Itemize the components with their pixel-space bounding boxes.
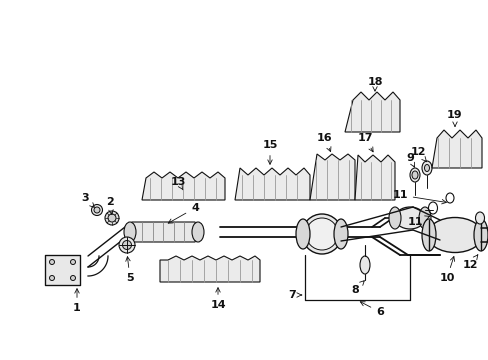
Ellipse shape (192, 222, 203, 242)
Ellipse shape (418, 207, 430, 229)
Text: 12: 12 (409, 147, 426, 162)
Polygon shape (309, 154, 354, 200)
Text: 2: 2 (106, 197, 114, 214)
Ellipse shape (105, 211, 119, 225)
Ellipse shape (305, 218, 337, 250)
Ellipse shape (70, 275, 75, 280)
Text: 1: 1 (73, 289, 81, 313)
Ellipse shape (70, 260, 75, 265)
Ellipse shape (333, 219, 347, 249)
Ellipse shape (359, 256, 369, 274)
Polygon shape (128, 222, 200, 242)
Polygon shape (45, 255, 80, 285)
Text: 9: 9 (405, 153, 414, 167)
Polygon shape (142, 172, 224, 200)
Polygon shape (354, 155, 394, 200)
Polygon shape (160, 256, 260, 282)
Text: 12: 12 (461, 255, 477, 270)
Ellipse shape (119, 237, 135, 253)
Text: 19: 19 (446, 110, 462, 126)
Ellipse shape (411, 171, 417, 179)
Text: 17: 17 (357, 133, 372, 152)
Ellipse shape (122, 240, 131, 249)
Ellipse shape (394, 207, 424, 229)
Ellipse shape (49, 275, 54, 280)
Ellipse shape (91, 204, 102, 216)
Ellipse shape (424, 165, 428, 171)
Text: 16: 16 (317, 133, 332, 152)
Text: 13: 13 (170, 177, 185, 190)
Text: 5: 5 (125, 257, 134, 283)
Ellipse shape (473, 219, 487, 251)
Ellipse shape (421, 161, 431, 175)
Text: 18: 18 (366, 77, 382, 91)
Ellipse shape (124, 222, 136, 242)
Text: 3: 3 (81, 193, 94, 207)
Ellipse shape (49, 260, 54, 265)
Text: 4: 4 (168, 203, 199, 223)
Ellipse shape (302, 214, 341, 254)
Text: 6: 6 (360, 302, 383, 317)
Text: 10: 10 (438, 257, 454, 283)
Ellipse shape (108, 214, 116, 222)
Text: 11: 11 (407, 216, 428, 227)
Ellipse shape (427, 217, 482, 252)
Text: 11: 11 (391, 190, 446, 204)
Ellipse shape (94, 207, 100, 213)
Ellipse shape (295, 219, 309, 249)
Ellipse shape (388, 207, 400, 229)
Polygon shape (345, 92, 399, 132)
Ellipse shape (421, 219, 435, 251)
Text: 8: 8 (350, 281, 364, 295)
Text: 14: 14 (210, 288, 225, 310)
Ellipse shape (474, 212, 484, 224)
Text: 7: 7 (287, 290, 301, 300)
Polygon shape (235, 168, 309, 200)
Text: 15: 15 (262, 140, 277, 164)
Polygon shape (431, 130, 481, 168)
Ellipse shape (409, 168, 419, 182)
